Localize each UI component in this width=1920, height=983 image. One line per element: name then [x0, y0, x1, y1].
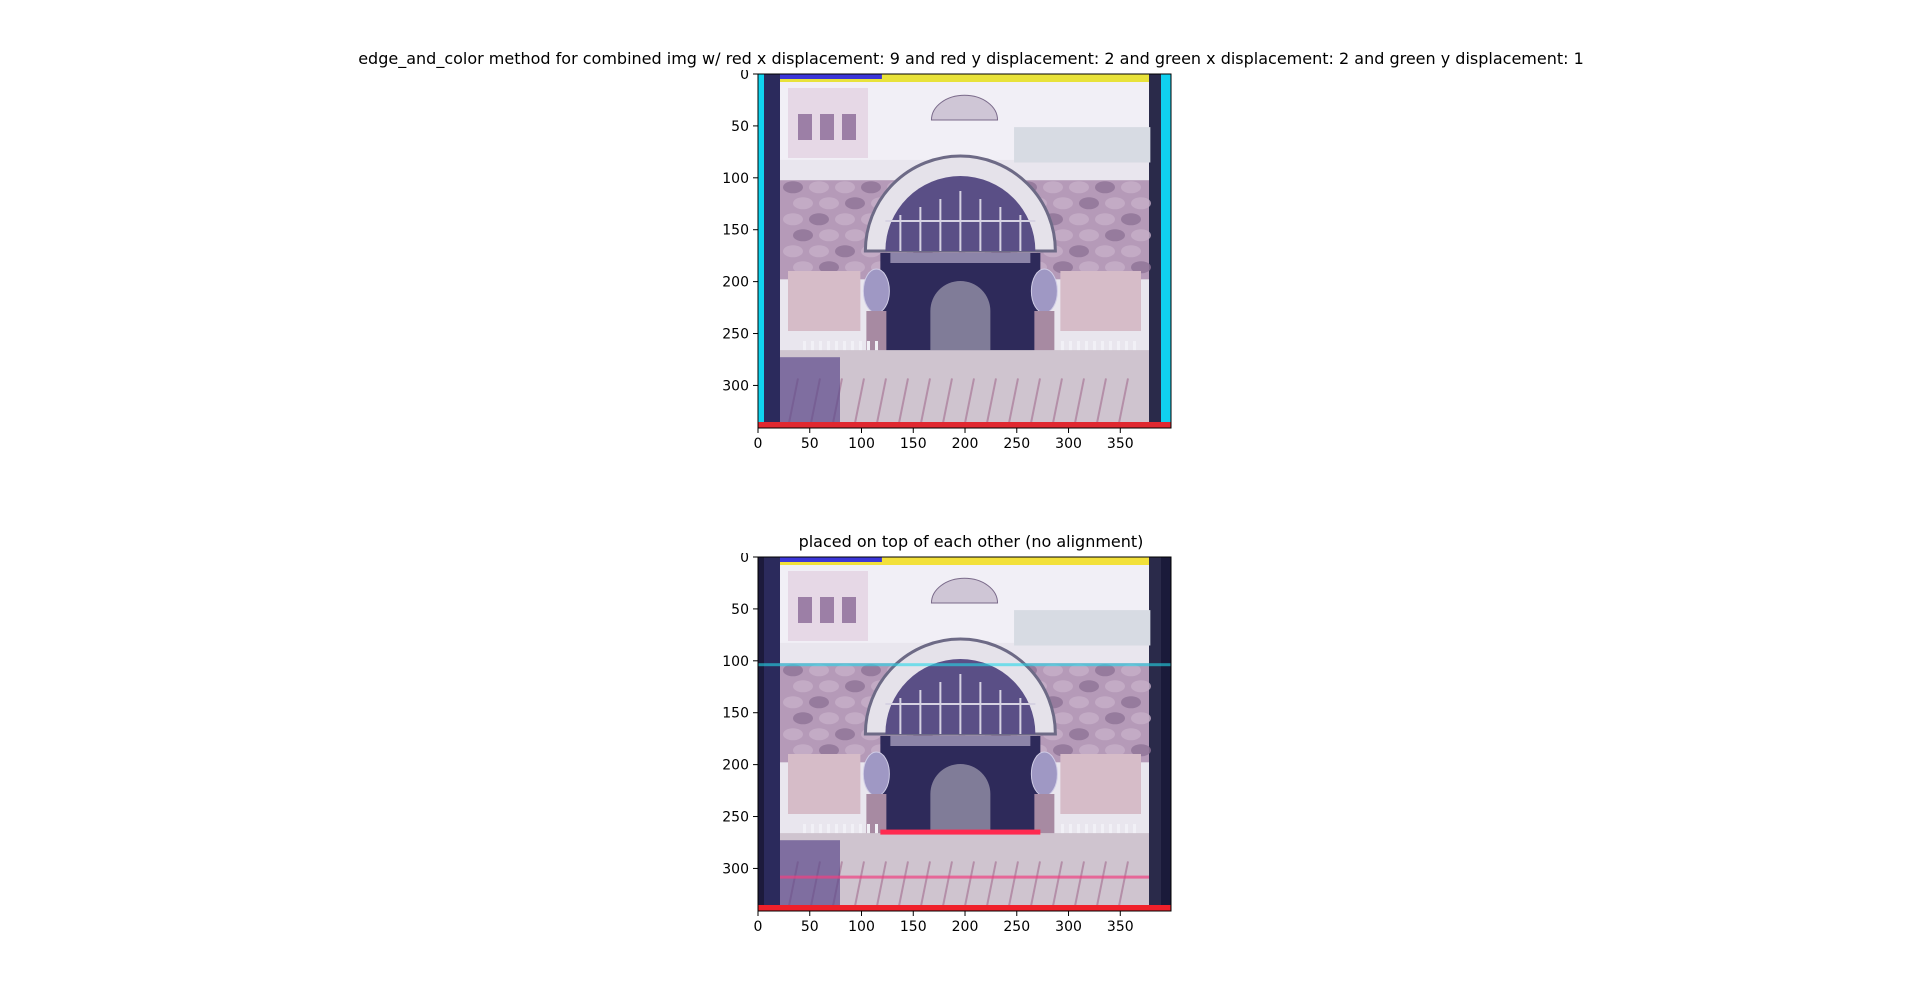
- y-tick-label: 200: [722, 758, 749, 774]
- y-tick-label: 0: [740, 553, 749, 566]
- x-tick-label: 100: [848, 919, 875, 935]
- x-tick-label: 150: [900, 919, 927, 935]
- x-tick-label: 350: [1107, 919, 1134, 935]
- x-tick-label: 200: [952, 919, 979, 935]
- y-tick-label: 0: [740, 70, 749, 83]
- panel-2-title: placed on top of each other (no alignmen…: [798, 532, 1144, 551]
- axes-frame: [757, 556, 1172, 912]
- x-tick-label: 300: [1055, 436, 1082, 452]
- y-tick-label: 300: [722, 861, 749, 877]
- x-tick-label: 300: [1055, 919, 1082, 935]
- y-tick-label: 250: [722, 327, 749, 343]
- panel-1-axes: 0 50 100 150 200 250 300 350 0 50 100 150 200 250 300: [722, 70, 1172, 452]
- y-tick-label: 50: [731, 119, 749, 135]
- y-tick-label: 200: [722, 275, 749, 291]
- x-tick-label: 350: [1107, 436, 1134, 452]
- y-tick-label: 150: [722, 706, 749, 722]
- x-tick-label: 0: [754, 436, 763, 452]
- y-tick-label: 150: [722, 223, 749, 239]
- x-tick-label: 100: [848, 436, 875, 452]
- x-tick-label: 250: [1003, 919, 1030, 935]
- x-tick-label: 250: [1003, 436, 1030, 452]
- x-tick-label: 0: [754, 919, 763, 935]
- axes-frame: [757, 73, 1172, 429]
- panel-1-title: edge_and_color method for combined img w…: [358, 49, 1584, 68]
- y-tick-label: 250: [722, 810, 749, 826]
- x-tick-label: 50: [801, 436, 819, 452]
- y-tick-label: 300: [722, 378, 749, 394]
- panel-2-axes: 0 50 100 150 200 250 300 350 0 50 100 150 200 250 300: [722, 553, 1172, 935]
- y-tick-label: 100: [722, 654, 749, 670]
- x-tick-label: 200: [952, 436, 979, 452]
- y-tick-label: 100: [722, 171, 749, 187]
- x-tick-label: 50: [801, 919, 819, 935]
- photo-image: [758, 557, 1171, 912]
- y-tick-label: 50: [731, 602, 749, 618]
- x-tick-label: 150: [900, 436, 927, 452]
- photo-image: [758, 74, 1171, 429]
